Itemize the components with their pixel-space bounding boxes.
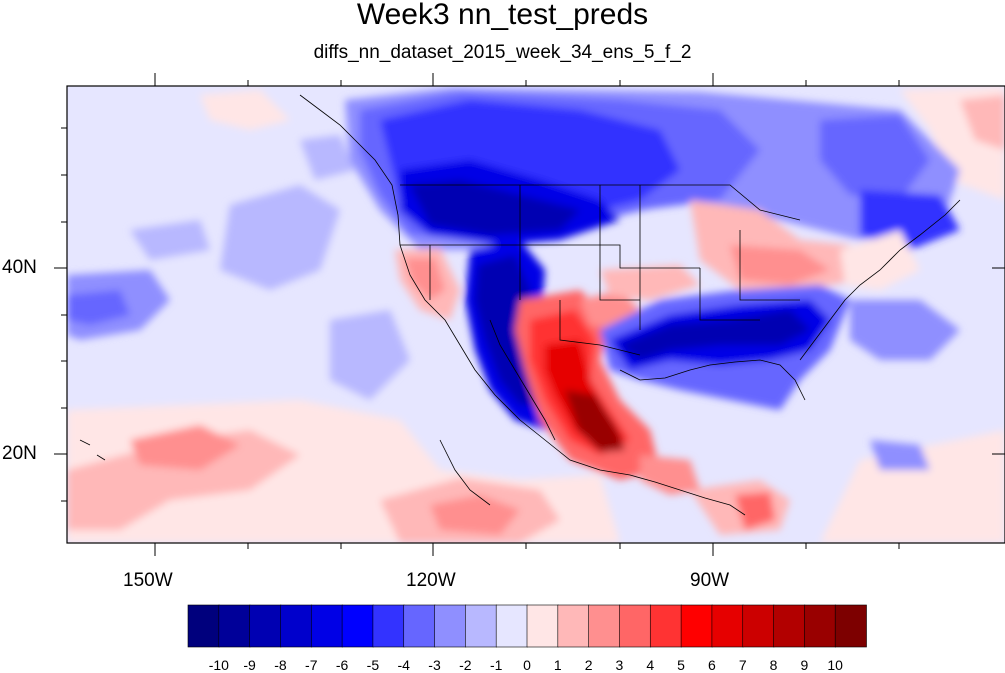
colorbar-swatch — [280, 604, 313, 648]
colorbar-swatch — [649, 604, 682, 648]
colorbar-tick-label: -8 — [274, 657, 287, 673]
colorbar-swatch — [588, 604, 621, 648]
colorbar-swatch — [218, 604, 251, 648]
axis-ticks — [54, 73, 1005, 556]
colorbar-swatch — [310, 604, 343, 648]
lat-label-40n: 40N — [2, 257, 37, 278]
coastlines — [79, 94, 961, 516]
colorbar-swatch — [526, 604, 559, 648]
lon-label-90w: 90W — [690, 570, 730, 591]
lon-label-150w: 150W — [123, 570, 173, 591]
colorbar-tick-label: -2 — [459, 657, 472, 673]
lon-label-120w: 120W — [406, 570, 456, 591]
colorbar-swatch — [711, 604, 744, 648]
colorbar-swatch — [742, 604, 775, 648]
colorbar-swatch — [341, 604, 374, 648]
colorbar-swatch — [372, 604, 405, 648]
colorbar-swatch — [249, 604, 282, 648]
colorbar-tick-label: -1 — [489, 657, 503, 673]
colorbar-swatch — [619, 604, 652, 648]
colorbar-tick-label: 3 — [615, 657, 624, 673]
colorbar-tick-label: -5 — [366, 657, 380, 673]
colorbar-swatch — [495, 604, 528, 648]
colorbar-tick-label: 7 — [738, 657, 747, 673]
colorbar-tick-label: -10 — [208, 657, 229, 673]
colorbar-swatch — [773, 604, 806, 648]
colorbar-tick-label: -4 — [397, 657, 410, 673]
lat-label-20n: 20N — [2, 443, 37, 464]
colorbar-tick-label: 9 — [800, 657, 809, 673]
colorbar-tick-label: 8 — [769, 657, 778, 673]
chart-subtitle: diffs_nn_dataset_2015_week_34_ens_5_f_2 — [313, 42, 692, 63]
anomaly-field — [67, 86, 1005, 543]
colorbar-tick-label: 0 — [523, 657, 531, 673]
colorbar-swatch — [557, 604, 590, 648]
colorbar-swatch — [834, 604, 867, 648]
colorbar-tick-label: -3 — [428, 657, 441, 673]
colorbar-swatch — [187, 604, 220, 648]
colorbar-tick-label: 1 — [553, 657, 562, 673]
colorbar-tick-label: -6 — [335, 657, 349, 673]
colorbar-tick-label: 5 — [677, 657, 685, 673]
colorbar-tick-label: -7 — [305, 657, 318, 673]
colorbar-swatch — [434, 604, 467, 648]
colorbar-swatch — [465, 604, 497, 648]
colorbar-tick-label: -9 — [243, 657, 256, 673]
colorbar-swatch — [403, 604, 436, 648]
chart-title: Week3 nn_test_preds — [356, 0, 649, 31]
colorbar-tick-label: 6 — [708, 657, 716, 673]
colorbar-tick-label: 2 — [584, 657, 593, 673]
colorbar-tick-label: 10 — [827, 657, 843, 673]
colorbar-swatch — [680, 604, 713, 648]
colorbar-swatch — [804, 604, 836, 648]
colorbar — [187, 604, 867, 648]
colorbar-tick-label: 4 — [646, 657, 655, 673]
